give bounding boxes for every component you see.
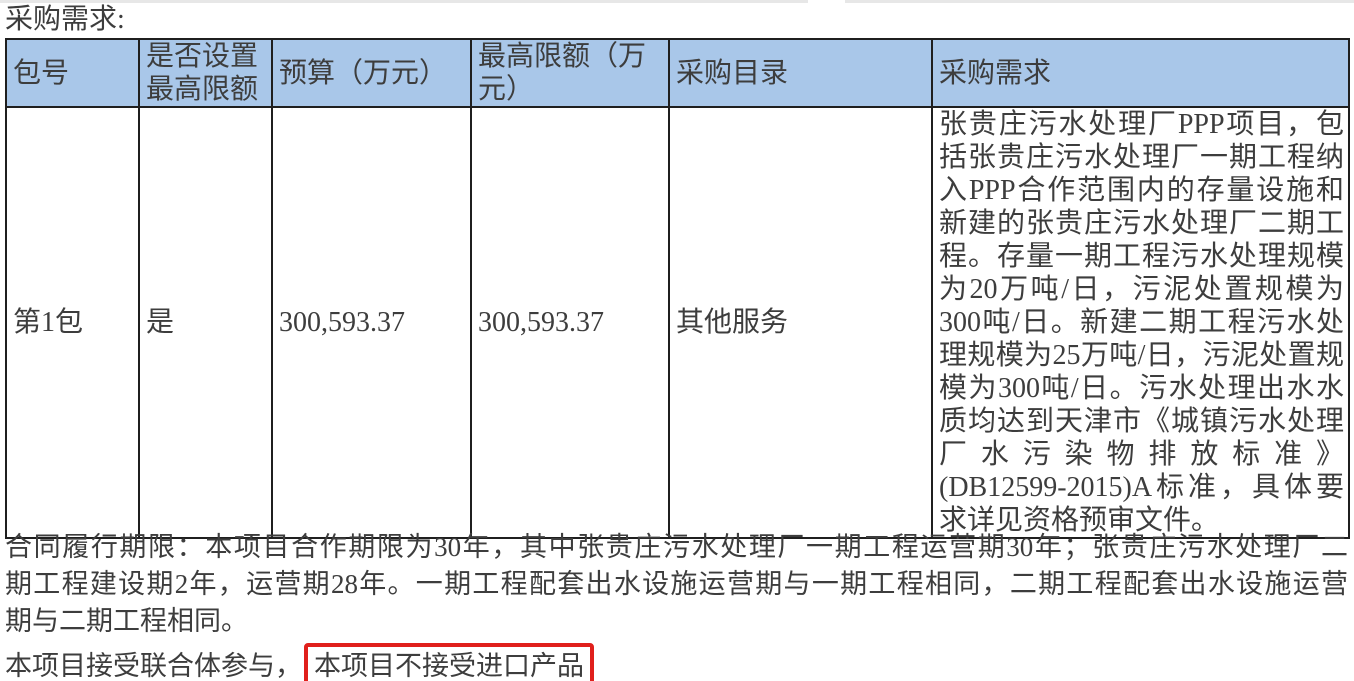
cell-max-limit: 300,593.37	[470, 106, 670, 539]
top-divider-segment	[845, 0, 1354, 3]
section-title: 采购需求:	[5, 4, 125, 35]
header-max-limit: 最高限额（万元）	[470, 38, 670, 108]
header-package-no: 包号	[5, 38, 140, 108]
procurement-table: 包号 是否设置最高限额 预算（万元） 最高限额（万元） 采购目录 采购需求 第1…	[5, 38, 1350, 539]
cell-budget: 300,593.37	[271, 106, 472, 539]
header-has-max-limit: 是否设置最高限额	[138, 38, 273, 108]
cell-has-max-limit: 是	[138, 106, 273, 539]
cell-package-no: 第1包	[5, 106, 140, 539]
contract-period-line-1: 合同履行期限：本项目合作期限为30年，其中张贵庄污水处理厂一期工程运营期30年；…	[5, 532, 1348, 562]
cell-catalog: 其他服务	[668, 106, 933, 539]
header-budget: 预算（万元）	[271, 38, 472, 108]
cell-requirement: 张贵庄污水处理厂PPP项目，包括张贵庄污水处理厂一期工程纳入PPP合作范围内的存…	[931, 106, 1350, 539]
header-catalog: 采购目录	[668, 38, 933, 108]
top-divider-segment	[0, 0, 808, 3]
consortium-line: 本项目接受联合体参与， 本项目不接受进口产品	[5, 643, 1348, 681]
no-import-highlight-box: 本项目不接受进口产品	[304, 643, 594, 681]
contract-period-line-2: 期工程建设期2年，运营期28年。一期工程配套出水设施运营期与一期工程相同，二期工…	[5, 569, 1348, 599]
contract-period-line-3: 期与二期工程相同。	[5, 606, 248, 636]
table-header-row: 包号 是否设置最高限额 预算（万元） 最高限额（万元） 采购目录 采购需求	[5, 38, 1350, 108]
notes-section: 合同履行期限：本项目合作期限为30年，其中张贵庄污水处理厂一期工程运营期30年；…	[5, 529, 1348, 681]
header-requirement: 采购需求	[931, 38, 1350, 108]
table-row: 第1包 是 300,593.37 300,593.37 其他服务 张贵庄污水处理…	[5, 106, 1350, 539]
consortium-prefix: 本项目接受联合体参与，	[5, 651, 302, 681]
